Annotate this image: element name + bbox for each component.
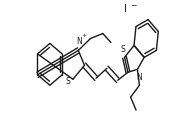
Text: N: N (76, 37, 82, 46)
Text: S: S (120, 45, 125, 54)
Text: −: − (131, 1, 137, 10)
Text: N: N (136, 73, 142, 82)
Text: S: S (66, 77, 70, 86)
Text: I: I (124, 4, 127, 14)
Text: +: + (81, 33, 86, 38)
